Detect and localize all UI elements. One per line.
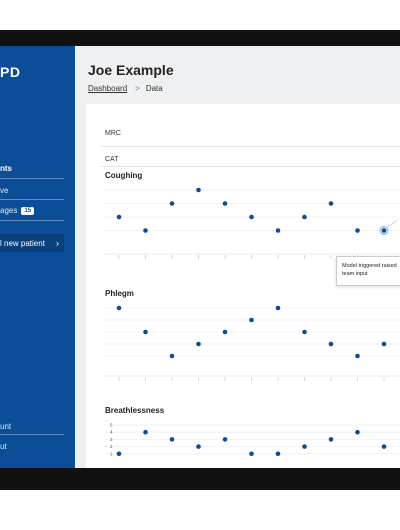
data-point (116, 305, 122, 311)
data-point (355, 353, 360, 359)
data-point (328, 341, 334, 347)
coughing-chart (104, 187, 400, 259)
data-point (249, 214, 254, 220)
tooltip: Model triggered raised team input (336, 256, 400, 286)
data-point (275, 305, 281, 311)
data-point (143, 329, 148, 335)
y-tick-label: 1 (110, 451, 113, 456)
y-tick-label: 2 (110, 444, 113, 449)
data-point (169, 353, 175, 359)
nav-heading-patients[interactable]: nts (0, 164, 12, 173)
breathlessness-chart: 5 4 3 2 1 (104, 423, 400, 457)
data-point (196, 341, 201, 347)
section-title-phlegm: Phlegm (105, 289, 134, 298)
app-logo: PD (0, 64, 21, 80)
data-point (222, 201, 228, 206)
data-point (196, 444, 201, 449)
data-point (116, 451, 122, 457)
y-tick-label: 3 (110, 437, 113, 442)
data-point (302, 214, 307, 220)
nav-item-active[interactable]: ve (0, 186, 8, 195)
breadcrumb-separator: > (135, 84, 140, 93)
nav-item-label: ve (0, 186, 9, 195)
breadcrumb: Dashboard > Data (88, 84, 163, 93)
data-point (169, 437, 175, 442)
nav-divider (0, 178, 64, 179)
data-point (275, 451, 281, 457)
data-point (249, 451, 254, 457)
page-title: Joe Example (88, 62, 174, 78)
data-point (249, 317, 254, 323)
data-point (381, 341, 387, 347)
phlegm-chart (104, 305, 400, 381)
tooltip-text: Model triggered raised team input (342, 263, 397, 277)
nav-divider (0, 199, 64, 200)
data-card: MRC CAT Coughing Phlegm Breathlessness 5… (86, 104, 400, 468)
data-point (222, 329, 228, 335)
section-title-coughing: Coughing (105, 171, 143, 180)
data-point (381, 228, 387, 233)
data-point (143, 228, 148, 233)
sidebar: PD nts ve ages 15 l new patient › unt ut (0, 46, 75, 468)
data-point (302, 444, 307, 449)
nav-item-logout[interactable]: ut (0, 442, 7, 451)
row-divider (101, 166, 400, 167)
add-new-patient-button[interactable]: l new patient › (0, 234, 64, 252)
nav-divider (0, 434, 64, 435)
breadcrumb-current: Data (145, 84, 163, 93)
bezel-bottom (0, 468, 400, 490)
nav-item-account[interactable]: unt (0, 422, 11, 431)
main-content: Joe Example Dashboard > Data MRC CAT Cough… (75, 46, 400, 468)
nav-item-label: ut (0, 442, 7, 451)
data-point (355, 228, 360, 233)
row-label-cat[interactable]: CAT (105, 156, 119, 163)
data-point (116, 214, 122, 220)
data-point (328, 201, 334, 206)
data-point (169, 201, 175, 206)
data-point (222, 437, 228, 442)
data-point (196, 187, 201, 193)
bezel-top (0, 30, 400, 46)
nav-item-messages[interactable]: ages 15 (0, 206, 35, 215)
section-title-breathlessness: Breathlessness (105, 406, 165, 415)
breadcrumb-dashboard-link[interactable]: Dashboard (88, 84, 128, 93)
nav-item-label: ages (0, 206, 18, 215)
data-point (143, 429, 148, 435)
add-new-patient-label: l new patient (0, 238, 45, 248)
data-point (328, 437, 334, 442)
y-tick-label: 4 (110, 430, 113, 435)
data-point (355, 429, 360, 435)
nav-divider (0, 220, 64, 221)
data-point (302, 329, 307, 335)
data-point (275, 228, 281, 233)
screen: PD nts ve ages 15 l new patient › unt ut … (0, 46, 400, 468)
y-tick-label: 5 (110, 423, 113, 428)
tooltip-pointer (387, 220, 398, 227)
chevron-right-icon: › (56, 238, 59, 248)
data-point (381, 444, 387, 449)
message-count-badge: 15 (21, 207, 35, 215)
row-label-mrc[interactable]: MRC (105, 130, 121, 137)
nav-item-label: unt (0, 422, 12, 431)
row-divider (101, 146, 400, 147)
